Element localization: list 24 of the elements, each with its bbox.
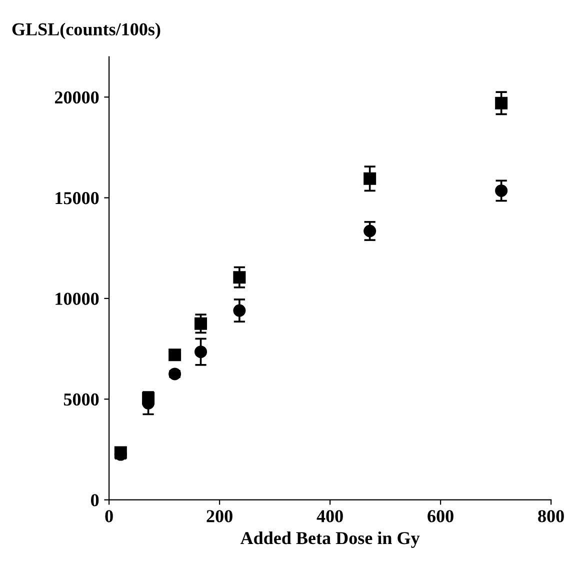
x-tick-label: 200 [206, 510, 232, 522]
point [168, 348, 182, 362]
y-tick-label: 0 [91, 494, 99, 506]
x-tick-label: 400 [316, 510, 343, 522]
point [233, 304, 246, 317]
point [194, 317, 208, 330]
point [364, 172, 376, 185]
point [495, 184, 508, 197]
x-tick-label: 600 [428, 510, 454, 522]
point [233, 271, 246, 284]
point [142, 392, 155, 404]
x-tick-label: 800 [538, 510, 564, 522]
point [168, 368, 182, 380]
point [364, 224, 376, 238]
y-axis-title: GLSL(counts/100s) [12, 22, 160, 40]
y-tick-label: 10000 [56, 292, 99, 305]
point [114, 446, 127, 459]
point [495, 96, 508, 110]
y-tick-label: 5000 [64, 393, 99, 406]
x-tick-label: 0 [105, 510, 113, 522]
y-tick-label: 15000 [56, 192, 99, 204]
x-axis-title: Added Beta Dose in Gy [240, 531, 420, 548]
y-tick-label: 20000 [54, 91, 99, 104]
point [194, 346, 208, 358]
